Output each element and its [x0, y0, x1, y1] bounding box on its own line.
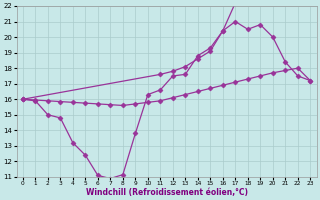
X-axis label: Windchill (Refroidissement éolien,°C): Windchill (Refroidissement éolien,°C)	[85, 188, 248, 197]
